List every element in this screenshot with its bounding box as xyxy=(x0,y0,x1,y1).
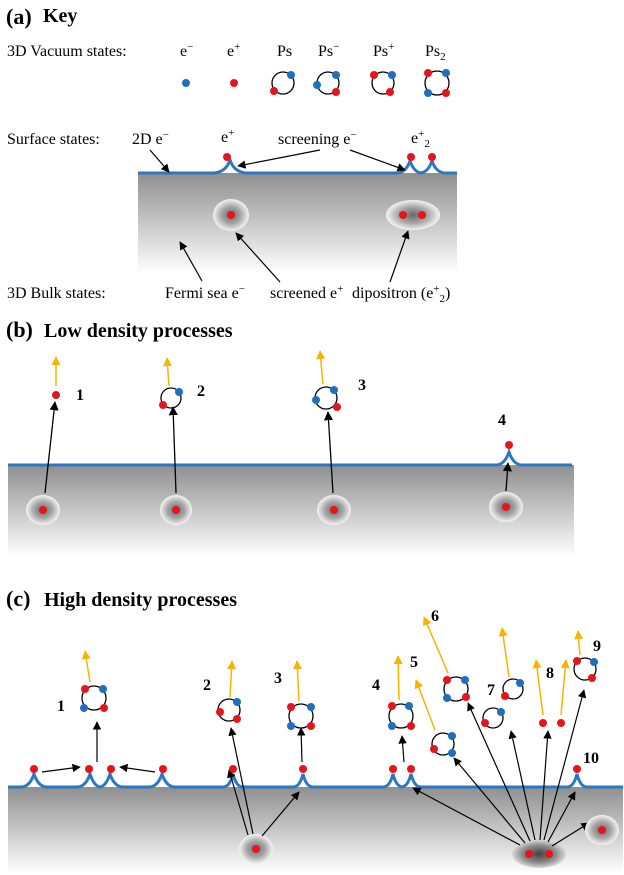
arrow-screened-positron xyxy=(235,232,281,283)
dipositron-dot-2 xyxy=(418,211,426,219)
panel-a: (a) Key 3D Vacuum states: e− e+ Ps Ps− P… xyxy=(6,4,457,305)
c4-ps2 xyxy=(388,702,415,730)
c7-ps-ion xyxy=(501,678,524,700)
b-process-4-number: 4 xyxy=(498,412,506,429)
c1-ps2 xyxy=(80,685,108,712)
panel-c: (c) High density processes 1 xyxy=(6,586,623,873)
dipositron-dot-1 xyxy=(399,211,407,219)
surface-dipositron-label: e+2 xyxy=(411,128,430,150)
vacuum-positron-label: e+ xyxy=(227,41,240,60)
surface-positron-pair-1 xyxy=(407,153,415,161)
c-process-5-number: 5 xyxy=(410,654,418,671)
screened-positron-label: screened e+ xyxy=(270,283,343,302)
b3-ps-ion xyxy=(312,386,341,411)
c6-ps2 xyxy=(443,676,470,702)
positronium-ion-plus-icon xyxy=(370,71,396,96)
c-process-10-number: 10 xyxy=(583,750,599,767)
c-process-3-number: 3 xyxy=(274,670,282,687)
c-process-4-number: 4 xyxy=(372,677,380,694)
vacuum-electron-label: e− xyxy=(180,41,193,60)
arrow-screening-left xyxy=(237,149,321,169)
c-process-1-number: 1 xyxy=(57,698,65,715)
c-process-9-number: 9 xyxy=(593,638,601,655)
vacuum-ps-plus-label: Ps+ xyxy=(373,41,394,60)
arrow-dipositron xyxy=(389,230,410,283)
positronium-molecule-icon xyxy=(424,69,450,97)
b-process-3-number: 3 xyxy=(358,377,366,394)
c2-ps-ion xyxy=(216,698,241,723)
b2-positronium xyxy=(159,387,183,409)
electron-dot xyxy=(182,79,190,87)
c-process-7-number: 7 xyxy=(487,682,495,699)
c3-ps2 xyxy=(287,703,315,730)
b-process-2-number: 2 xyxy=(197,383,205,400)
surface-line-a xyxy=(138,155,457,175)
dipositron-blob xyxy=(386,200,440,230)
arrow-fermi-sea xyxy=(179,241,203,282)
surface-states-label: Surface states: xyxy=(7,131,100,148)
fermi-sea-label: Fermi sea e− xyxy=(165,283,245,302)
surface-positron-pair-2 xyxy=(428,153,436,161)
panel-c-title: High density processes xyxy=(44,589,237,611)
panel-b-letter: (b) xyxy=(6,317,33,342)
c9-ps-ion xyxy=(573,657,598,682)
c-process-2-number: 2 xyxy=(203,677,211,694)
arrow-screening-right xyxy=(349,149,406,172)
c-dipositron-blob xyxy=(512,840,566,868)
vacuum-ps-label: Ps xyxy=(277,43,292,60)
c5-ps-ion xyxy=(430,732,456,757)
b4-surface-positron xyxy=(505,441,513,449)
b-process-1-number: 1 xyxy=(76,387,84,404)
bulk-states-label: 3D Bulk states: xyxy=(7,285,106,302)
positronium-icon xyxy=(270,71,295,95)
surface-line-c xyxy=(8,769,623,789)
positronium-ion-minus-icon xyxy=(313,71,340,96)
dipositron-label: dipositron (e+2) xyxy=(352,283,450,305)
b1-positron xyxy=(52,391,60,399)
panel-a-letter: (a) xyxy=(6,4,32,29)
screening-electron-label: screening e− xyxy=(278,129,357,148)
panel-c-letter: (c) xyxy=(6,586,30,611)
panel-a-title: Key xyxy=(43,5,77,27)
vacuum-ps-minus-label: Ps− xyxy=(318,41,339,60)
arrow-2d-electron xyxy=(149,149,170,173)
c-process-8-number: 8 xyxy=(546,665,554,682)
vacuum-ps2-label: Ps2 xyxy=(425,43,446,63)
surface-2d-electron-label: 2D e− xyxy=(132,129,169,148)
c-process-6-number: 6 xyxy=(431,608,439,625)
surface-positron-label: e+ xyxy=(221,127,234,146)
positron-dot xyxy=(230,79,238,87)
vacuum-states-label: 3D Vacuum states: xyxy=(7,43,127,60)
panel-b-title: Low density processes xyxy=(44,320,233,342)
c7-ps xyxy=(481,707,505,729)
surface-line-b xyxy=(8,447,572,467)
panel-b: (b) Low density processes 1 2 xyxy=(6,317,574,557)
surface-positron xyxy=(223,153,231,161)
screened-positron-dot xyxy=(227,211,235,219)
bulk-block-b xyxy=(8,465,574,557)
